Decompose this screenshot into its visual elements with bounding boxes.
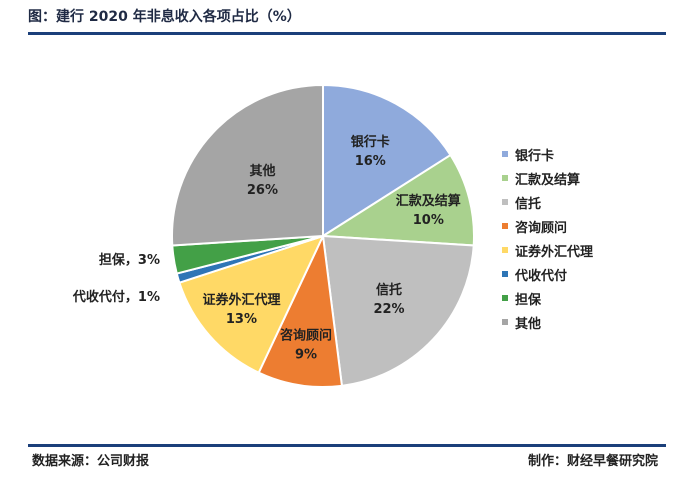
legend-swatch: [502, 319, 508, 325]
slice-label-银行卡: 银行卡: [351, 134, 390, 150]
legend-item-银行卡: 银行卡: [502, 142, 593, 166]
header-divider: [28, 32, 666, 35]
pie-slice-信托: [321, 234, 475, 387]
slice-value-银行卡: 16%: [355, 154, 386, 169]
legend-label: 其他: [515, 316, 542, 332]
legend-item-代收代付: 代收代付: [502, 262, 593, 286]
slice-value-汇款及结算: 10%: [413, 213, 444, 228]
slice-value-证券外汇代理: 13%: [226, 312, 257, 327]
pie-slice-咨询顾问: [257, 232, 344, 388]
pie-slice-证券外汇代理: [178, 234, 325, 374]
chart-title: 图：建行 2020 年非息收入各项占比（%）: [28, 9, 301, 25]
legend-swatch: [502, 247, 508, 253]
pie-slice-其他: [171, 83, 324, 247]
slice-label-代收代付: 代收代付，1%: [72, 289, 160, 305]
slice-label-信托: 信托: [376, 282, 402, 298]
slice-value-其他: 26%: [247, 183, 278, 198]
maker-note: 制作：财经早餐研究院: [527, 454, 658, 469]
slice-label-汇款及结算: 汇款及结算: [396, 193, 461, 209]
legend-label: 信托: [515, 196, 542, 212]
pie-slice-银行卡: [322, 83, 452, 238]
legend-swatch: [502, 175, 508, 181]
slice-label-担保: 担保，3%: [99, 252, 160, 268]
legend-swatch: [502, 271, 508, 277]
pie-chart: 银行卡 16% 汇款及结算 10% 信托 22% 咨询顾问 9% 证券外汇代理 13% 代收代付，1…: [72, 83, 475, 388]
chart-legend: 银行卡汇款及结算信托咨询顾问证券外汇代理 代收代付担保其他: [502, 142, 593, 334]
legend-label: 咨询顾问: [515, 220, 568, 236]
slice-label-其他: 其他: [249, 163, 275, 179]
legend-item-担保: 担保: [502, 286, 593, 310]
legend-item-其他: 其他: [502, 310, 593, 334]
legend-label: 汇款及结算: [515, 172, 581, 188]
legend-label: 代收代付: [515, 268, 568, 284]
slice-label-证券外汇代理: 证券外汇代理: [202, 292, 280, 308]
legend-swatch: [502, 295, 508, 301]
legend-label: 证券外汇代理: [515, 244, 594, 260]
legend-swatch: [502, 199, 508, 205]
slice-value-咨询顾问: 9%: [295, 347, 317, 362]
legend-item-咨询顾问: 咨询顾问: [502, 214, 593, 238]
legend-item-信托: 信托: [502, 190, 593, 214]
legend-swatch: [502, 223, 508, 229]
source-note: 数据来源：公司财报: [32, 454, 150, 469]
legend-swatch: [502, 151, 508, 157]
legend-label: 银行卡: [515, 148, 555, 164]
pie-slice-汇款及结算: [319, 153, 475, 247]
legend-item-汇款及结算: 汇款及结算: [502, 166, 593, 190]
footer-divider: [28, 444, 666, 447]
slice-value-信托: 22%: [373, 302, 404, 317]
slice-label-咨询顾问: 咨询顾问: [280, 327, 332, 343]
legend-label: 担保: [515, 292, 542, 308]
legend-item-证券外汇代理: 证券外汇代理: [502, 238, 593, 262]
